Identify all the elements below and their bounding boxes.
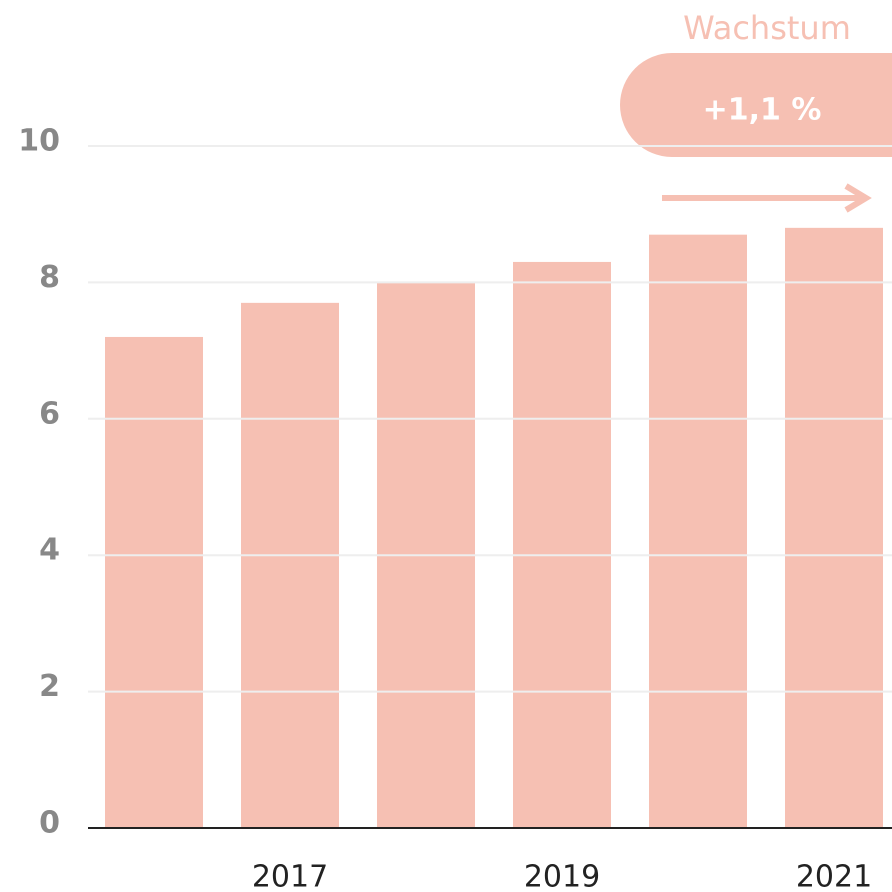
y-tick-label: 2 — [39, 669, 60, 704]
y-tick-label: 10 — [18, 124, 60, 159]
x-tick-label: 2019 — [524, 860, 600, 892]
y-tick-label: 4 — [39, 533, 60, 568]
arrow-head — [844, 183, 872, 213]
y-tick-label: 0 — [39, 806, 60, 841]
x-tick-label: 2021 — [796, 860, 872, 892]
x-tick-label: 2017 — [252, 860, 328, 892]
y-tick-label: 8 — [39, 260, 60, 295]
annotation-pill — [620, 53, 892, 157]
annotation-label: +1,1 % — [703, 93, 822, 128]
y-tick-label: 6 — [39, 396, 60, 431]
bar — [241, 302, 339, 828]
bar — [785, 227, 883, 829]
annotation-title: Wachstum — [683, 9, 851, 47]
bar — [513, 261, 611, 828]
bar — [105, 336, 203, 828]
bar — [649, 234, 747, 828]
